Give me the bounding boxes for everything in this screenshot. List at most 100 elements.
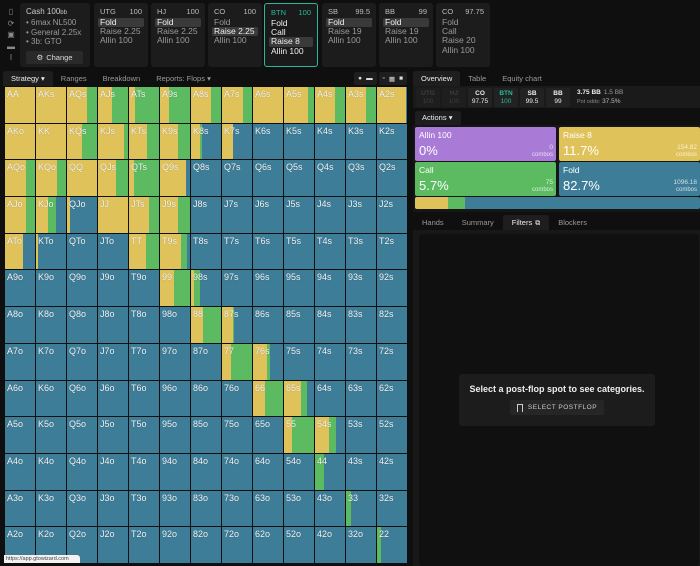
- hand-cell[interactable]: 97o: [160, 343, 190, 380]
- hand-cell[interactable]: A3o: [5, 490, 35, 527]
- hand-cell[interactable]: 44: [315, 453, 345, 490]
- hand-cell[interactable]: J2o: [98, 527, 128, 563]
- hand-cell[interactable]: 63s: [346, 380, 376, 417]
- hand-cell[interactable]: 62s: [377, 380, 407, 417]
- hand-cell[interactable]: 32s: [377, 490, 407, 527]
- action-allin[interactable]: Allin 100 0% 0 combos: [415, 127, 556, 161]
- position-action[interactable]: Raise 19: [328, 26, 362, 37]
- hand-cell[interactable]: K9s: [160, 123, 190, 160]
- hand-cell[interactable]: A7o: [5, 343, 35, 380]
- tab-summary[interactable]: Summary: [461, 218, 494, 227]
- seat-co[interactable]: CO 97.75: [468, 87, 492, 107]
- hand-cell[interactable]: QJo: [67, 197, 97, 233]
- hand-cell[interactable]: T7o: [129, 343, 159, 380]
- hand-cell[interactable]: Q7s: [222, 160, 252, 197]
- position-card-bb[interactable]: BB 99 Fold Raise 19 Allin 100: [379, 3, 433, 67]
- hand-cell[interactable]: J3o: [98, 490, 128, 527]
- hand-cell[interactable]: Q6s: [253, 160, 283, 197]
- hand-cell[interactable]: 82s: [377, 307, 407, 343]
- hand-cell[interactable]: A2s: [377, 87, 407, 123]
- save-icon[interactable]: ▣: [7, 30, 15, 39]
- position-action[interactable]: Allin 100: [271, 45, 304, 56]
- hand-cell[interactable]: J8s: [191, 197, 221, 233]
- hand-cell[interactable]: 93s: [346, 270, 376, 307]
- position-action[interactable]: Fold: [271, 18, 288, 28]
- action-call[interactable]: Call 5.7% 75 combos: [415, 162, 556, 196]
- globe-icon[interactable]: ●: [358, 75, 363, 82]
- hand-cell[interactable]: JTo: [98, 233, 128, 270]
- hand-cell[interactable]: T3s: [346, 233, 376, 270]
- hand-cell[interactable]: QTo: [67, 233, 97, 270]
- hand-cell[interactable]: 84s: [315, 307, 345, 343]
- hand-cell[interactable]: J7o: [98, 343, 128, 380]
- hand-cell[interactable]: T2s: [377, 233, 407, 270]
- grid-small-icon[interactable]: ▫: [382, 75, 385, 82]
- position-action[interactable]: Raise 19: [385, 26, 419, 37]
- hand-cell[interactable]: J3s: [346, 197, 376, 233]
- hand-cell[interactable]: 74o: [222, 453, 252, 490]
- hand-cell[interactable]: 87s: [222, 307, 252, 343]
- hand-cell[interactable]: 85s: [284, 307, 314, 343]
- position-action[interactable]: Fold: [442, 17, 459, 27]
- hand-cell[interactable]: A4s: [315, 87, 345, 123]
- position-action[interactable]: Allin 100: [214, 35, 247, 46]
- power-icon[interactable]: ⟳: [7, 18, 15, 28]
- hand-cell[interactable]: 52s: [377, 417, 407, 453]
- hand-cell[interactable]: JJ: [98, 197, 128, 233]
- hand-cell[interactable]: 42o: [315, 527, 345, 563]
- hand-cell[interactable]: K7o: [36, 343, 66, 380]
- hand-cell[interactable]: 42s: [377, 453, 407, 490]
- hand-cell[interactable]: AKs: [36, 87, 66, 123]
- hand-cell[interactable]: J8o: [98, 307, 128, 343]
- hand-cell[interactable]: Q8o: [67, 307, 97, 343]
- hand-cell[interactable]: KTo: [36, 233, 66, 270]
- hand-cell[interactable]: A9s: [160, 87, 190, 123]
- hand-cell[interactable]: A4o: [5, 453, 35, 490]
- action-fold[interactable]: Fold 82.7% 1096.18 combos: [559, 162, 700, 196]
- hand-cell[interactable]: J6o: [98, 380, 128, 417]
- tab-table[interactable]: Table: [468, 74, 487, 83]
- hand-cell[interactable]: 54o: [284, 453, 314, 490]
- text-cursor-icon[interactable]: I: [9, 53, 13, 62]
- hand-cell[interactable]: T6s: [253, 233, 283, 270]
- position-card-co[interactable]: CO 97.75 Fold Call Raise 20 Allin 100: [436, 3, 490, 67]
- position-action[interactable]: Allin 100: [328, 35, 361, 46]
- hand-cell[interactable]: K8o: [36, 307, 66, 343]
- hand-cell[interactable]: 96o: [160, 380, 190, 417]
- hand-cell[interactable]: AJo: [5, 197, 35, 233]
- position-action[interactable]: Raise 20: [442, 35, 476, 46]
- hand-cell[interactable]: 54s: [315, 417, 345, 453]
- hand-cell[interactable]: Q3s: [346, 160, 376, 197]
- position-card-hj[interactable]: HJ 100 Fold Raise 2.25 Allin 100: [151, 3, 205, 67]
- hand-cell[interactable]: 43o: [315, 490, 345, 527]
- tab-equity-chart[interactable]: Equity chart: [502, 74, 542, 83]
- position-action[interactable]: Fold: [383, 17, 429, 28]
- hand-cell[interactable]: Q2s: [377, 160, 407, 197]
- hand-cell[interactable]: K6s: [253, 123, 283, 160]
- hand-cell[interactable]: T8s: [191, 233, 221, 270]
- hand-cell[interactable]: KQs: [67, 123, 97, 160]
- actions-dropdown[interactable]: Actions ▾: [415, 111, 461, 125]
- hand-cell[interactable]: A3s: [346, 87, 376, 123]
- hand-cell[interactable]: A8o: [5, 307, 35, 343]
- change-button[interactable]: ⚙ Change: [26, 51, 83, 64]
- hand-cell[interactable]: JTs: [129, 197, 159, 233]
- hand-cell[interactable]: 73s: [346, 343, 376, 380]
- hand-cell[interactable]: 64s: [315, 380, 345, 417]
- hand-cell[interactable]: 72o: [222, 527, 252, 563]
- hand-cell[interactable]: J9s: [160, 197, 190, 233]
- position-action[interactable]: Allin 100: [385, 35, 418, 46]
- hand-cell[interactable]: 85o: [191, 417, 221, 453]
- position-action[interactable]: Raise 2.25: [212, 26, 258, 37]
- hand-cell[interactable]: 98o: [160, 307, 190, 343]
- action-raise[interactable]: Raise 8 11.7% 154.82 combos: [559, 127, 700, 161]
- hand-cell[interactable]: 95s: [284, 270, 314, 307]
- hand-cell[interactable]: K6o: [36, 380, 66, 417]
- hand-cell[interactable]: K5s: [284, 123, 314, 160]
- hand-cell[interactable]: 84o: [191, 453, 221, 490]
- hand-cell[interactable]: T6o: [129, 380, 159, 417]
- hand-cell[interactable]: 94s: [315, 270, 345, 307]
- hand-cell[interactable]: T7s: [222, 233, 252, 270]
- hand-cell[interactable]: T5s: [284, 233, 314, 270]
- hand-cell[interactable]: Q4o: [67, 453, 97, 490]
